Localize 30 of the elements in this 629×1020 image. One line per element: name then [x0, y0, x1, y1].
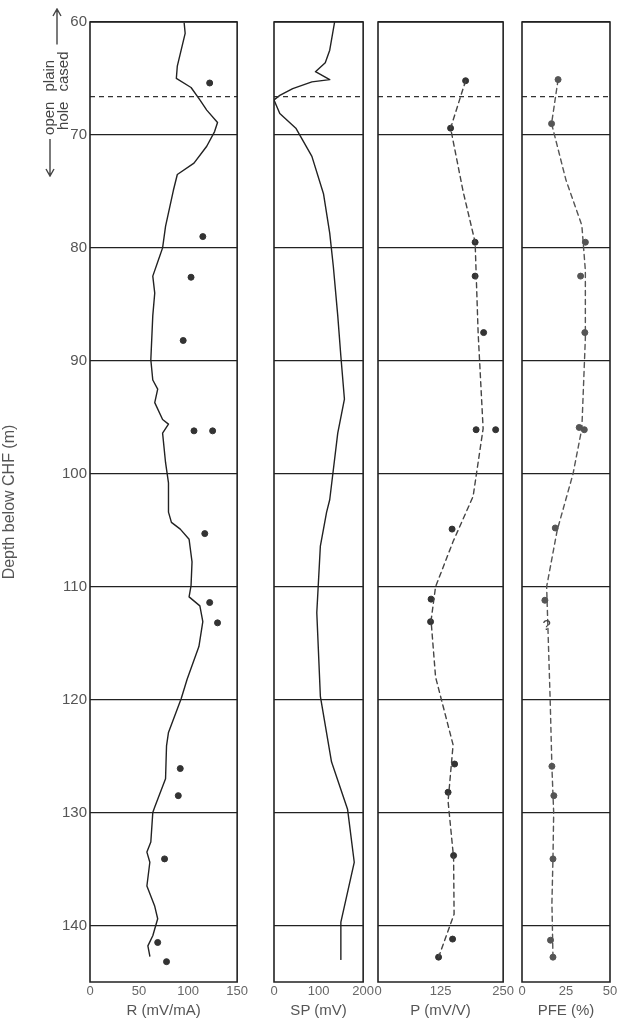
- x-axis-title: R (mV/mA): [126, 1001, 201, 1019]
- x-tick-label: 0: [86, 983, 94, 999]
- x-axis-title: P (mV/V): [410, 1001, 471, 1019]
- y-tick-label: 110: [63, 576, 87, 594]
- annotation: ?: [542, 616, 551, 634]
- x-tick-label: 0: [374, 983, 382, 999]
- x-tick-label: 50: [602, 983, 618, 999]
- x-tick-label: 250: [492, 983, 515, 999]
- text: open hole: [40, 101, 72, 135]
- y-tick-label: 70: [70, 125, 87, 143]
- y-tick-label: 130: [61, 802, 87, 820]
- x-axis-title: PFE (%): [537, 1001, 595, 1019]
- x-tick-label: 125: [429, 983, 452, 999]
- y-axis-title: Depth below CHF (m): [0, 424, 18, 580]
- y-tick-label: 80: [70, 238, 87, 256]
- text: plain cased: [40, 51, 72, 92]
- x-tick-label: 0: [518, 983, 526, 999]
- x-tick-label: 100: [177, 983, 199, 999]
- x-tick-label: 150: [226, 983, 249, 999]
- x-tick-label: 0: [270, 983, 278, 999]
- x-axis-title: SP (mV): [290, 1001, 347, 1019]
- x-tick-label: 100: [307, 983, 330, 999]
- y-tick-label: 120: [61, 689, 87, 707]
- y-tick-label: 140: [61, 915, 87, 933]
- x-tick-label: 50: [131, 983, 147, 999]
- y-tick-label: 90: [70, 350, 87, 368]
- y-tick-label: 100: [61, 463, 87, 481]
- x-tick-label: 25: [558, 983, 574, 999]
- y-tick-label: 60: [70, 12, 87, 30]
- x-tick-label: 200: [352, 983, 375, 999]
